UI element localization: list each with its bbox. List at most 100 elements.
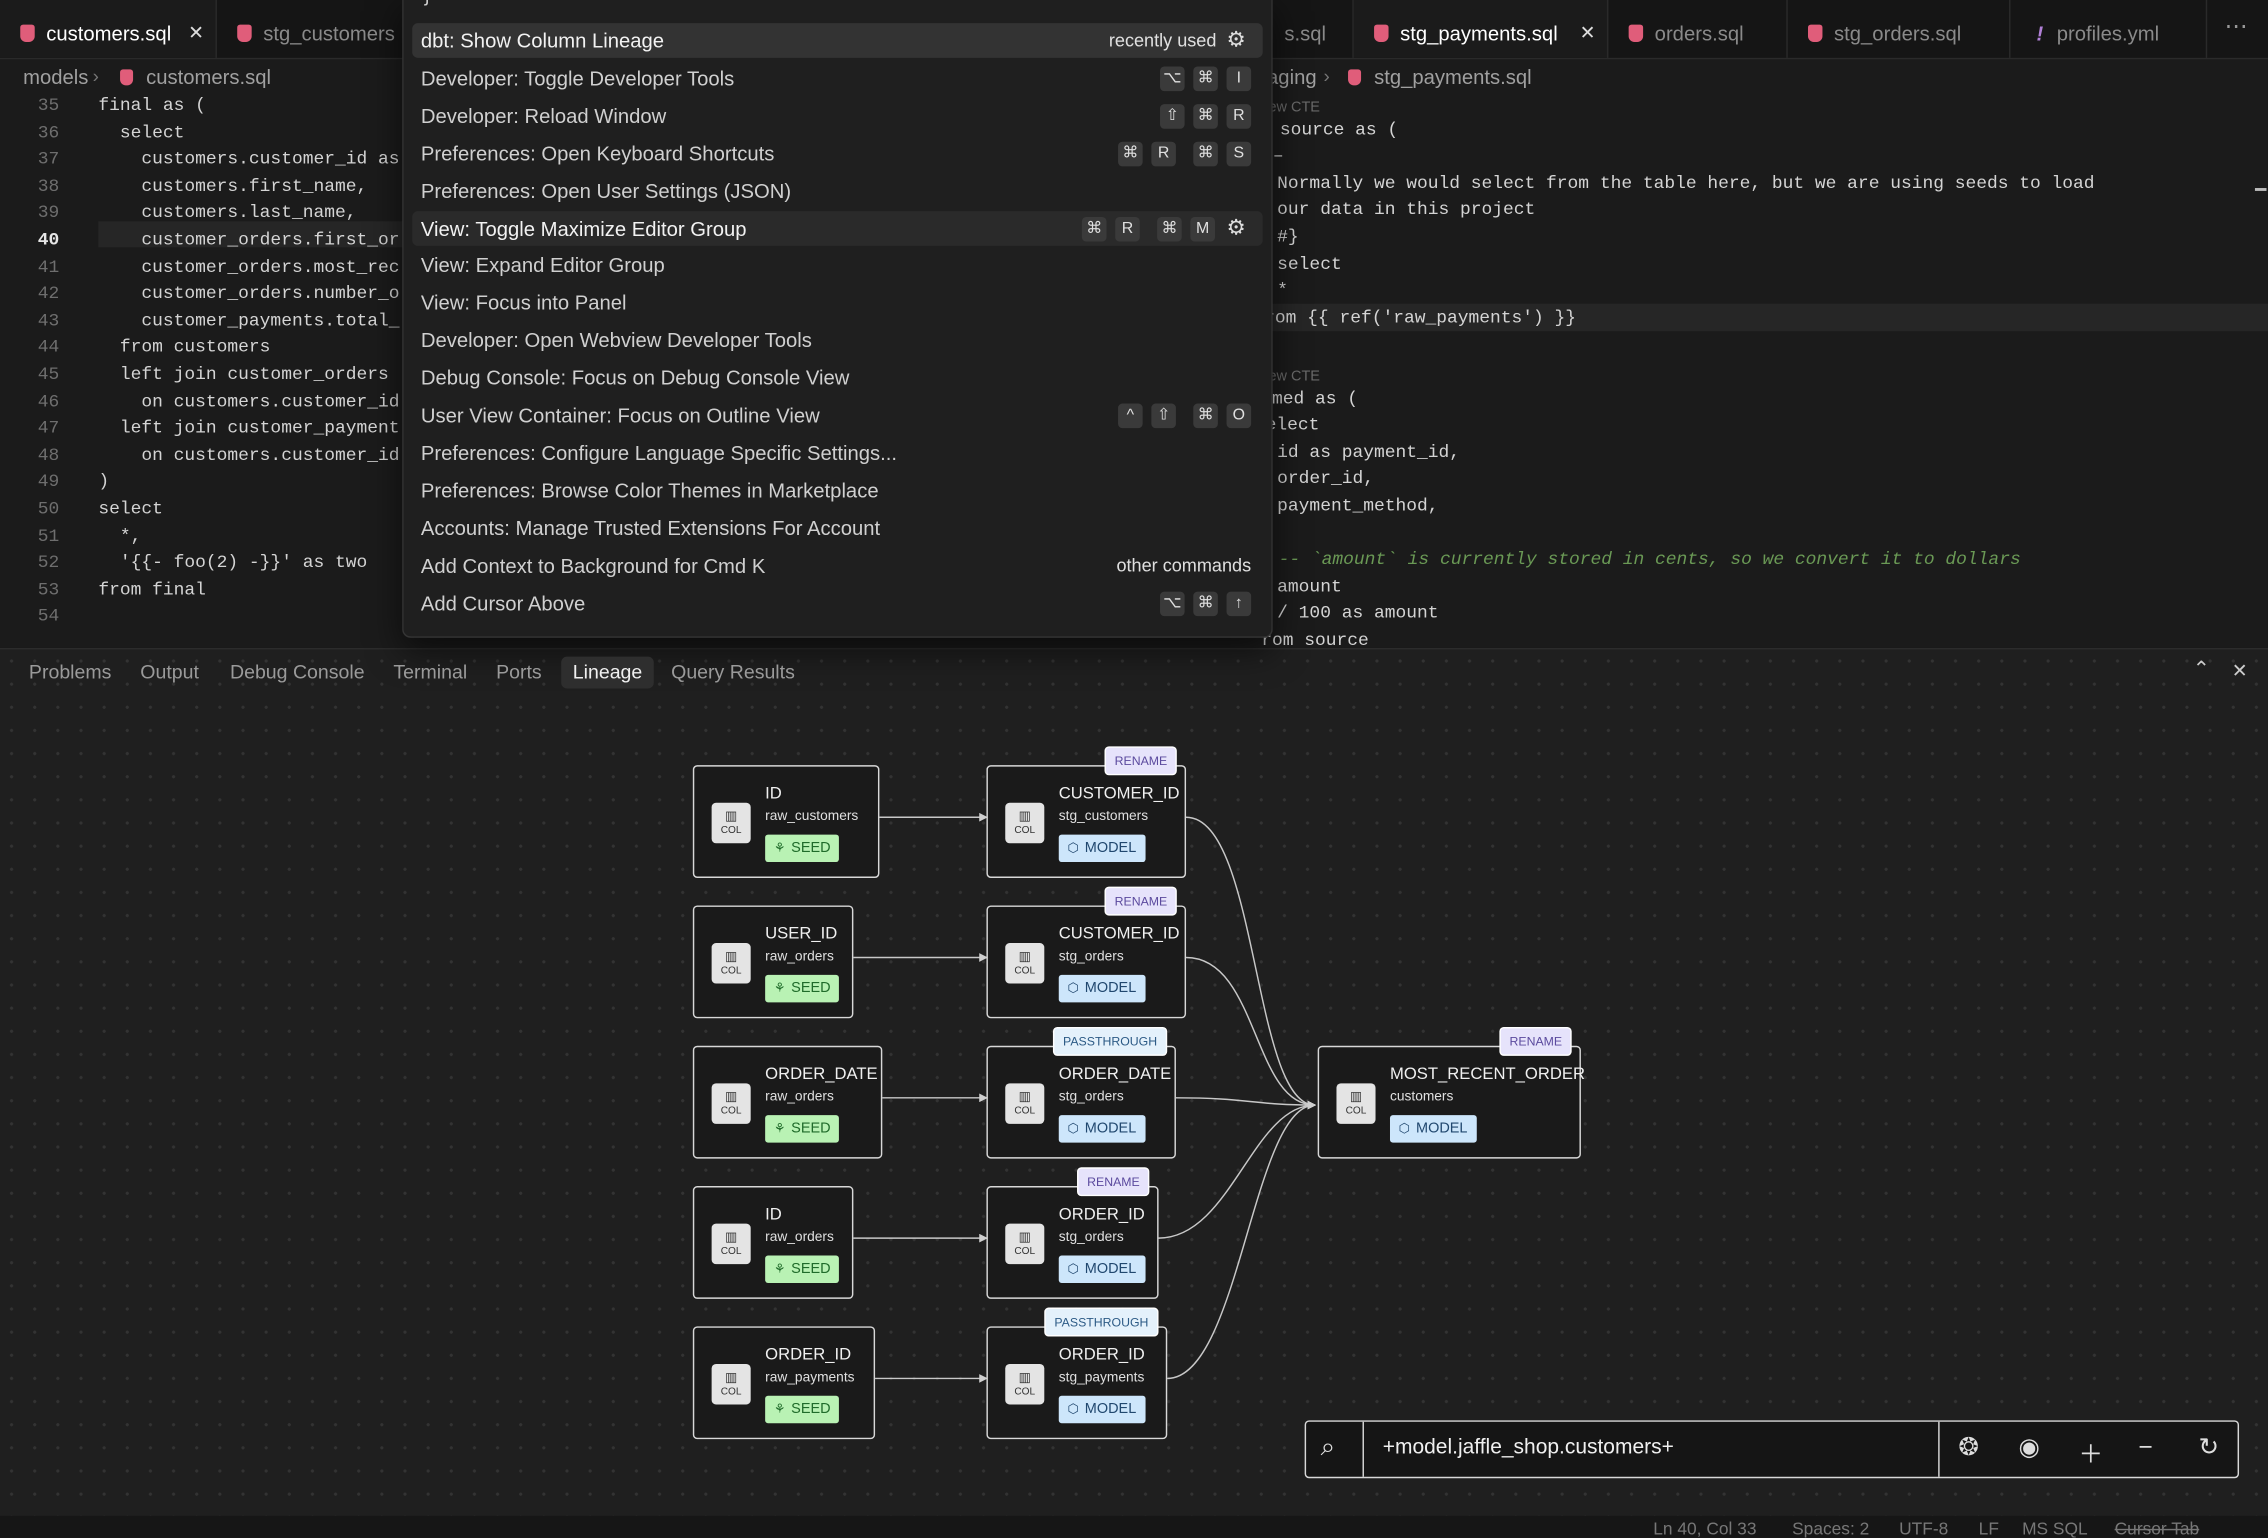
more-tabs[interactable]: ⋯ [2224, 14, 2248, 40]
status-item[interactable]: Spaces: 2 [1792, 1518, 1870, 1538]
lineage-node[interactable]: ▥ COL CUSTOMER_ID stg_orders MODEL ⬡ [986, 905, 1187, 1019]
lineage-node[interactable]: ▥ COL USER_ID raw_orders SEED ⚘ [692, 905, 854, 1019]
refresh[interactable]: ↻ [2198, 1433, 2220, 1461]
command-item[interactable]: dbt: Show Column Lineage ⚙ recently used [412, 23, 1263, 58]
settings-gear[interactable]: ⚙ [1226, 27, 1247, 53]
search-input[interactable]: +model.jaffle_shop.customers+ [1382, 1436, 1674, 1460]
code-line: -- `amount` is currently stored in cents… [1278, 549, 2021, 571]
line-number: 37 [37, 149, 60, 170]
command-item[interactable]: User View Container: Focus on Outline Vi… [412, 398, 1262, 433]
kind-icon: ⬡ [1398, 1120, 1411, 1136]
breadcrumb: stg_payments.sql [1374, 65, 1532, 89]
lineage-node[interactable]: ▥ COL ORDER_ID raw_payments SEED ⚘ [692, 1326, 876, 1440]
editor-tab[interactable]: stg_payments.sql ✕ [1353, 0, 1609, 58]
file-icon [20, 24, 35, 42]
icon-label: COL [720, 1106, 742, 1117]
code-line: Normally we would select from the table … [1277, 173, 2095, 194]
panel-close[interactable]: ✕ [2231, 659, 2248, 682]
panel-tab[interactable]: Terminal [393, 661, 468, 683]
editor-tab[interactable]: stg_orders.sql [1788, 0, 2011, 58]
command-item[interactable]: Developer: Reload Window R ⌘ ⇧ [412, 98, 1262, 133]
line-number: 39 [37, 203, 60, 224]
status-item[interactable]: Cursor Tab [2114, 1518, 2200, 1538]
kind-icon: ⚘ [773, 1120, 786, 1136]
status-item[interactable]: Ln 40, Col 33 [1653, 1518, 1757, 1538]
lineage-node[interactable]: ▥ COL ID raw_orders SEED ⚘ [692, 1186, 854, 1299]
command-item[interactable]: Accounts: Manage Trusted Extensions For … [412, 510, 1262, 545]
zoom-in[interactable]: ＋ [2078, 1440, 2104, 1469]
panel-tab[interactable]: Problems [28, 661, 112, 683]
line-number: 45 [37, 364, 60, 385]
command-item[interactable]: View: Expand Editor Group [412, 248, 1262, 283]
command-item[interactable]: View: Toggle Maximize Editor Group ⚙ M ⌘ R ⌘ [412, 210, 1263, 246]
model-name: raw_payments [765, 1369, 855, 1386]
code-line: amount [1277, 576, 1342, 598]
command-label: View: Toggle Maximize Editor Group [420, 216, 747, 240]
command-hint: other commands [1116, 554, 1252, 576]
command-label: Developer: Reload Window [420, 103, 667, 127]
command-label: View: Expand Editor Group [420, 253, 665, 277]
lineage-node[interactable]: ▥ COL CUSTOMER_ID stg_customers MODEL ⬡ [986, 765, 1187, 878]
kind-badge: MODEL ⬡ [1058, 974, 1145, 1003]
filter-button[interactable]: ❂ [1958, 1433, 1980, 1461]
code-line: '{{- foo(2) -}}' as two [98, 552, 368, 574]
command-item[interactable]: Preferences: Open Keyboard Shortcuts S ⌘ R ⌘ [412, 136, 1262, 171]
column-name: USER_ID [765, 925, 838, 944]
lineage-node[interactable]: ▥ COL ORDER_DATE stg_orders MODEL ⬡ [986, 1045, 1176, 1159]
line-number: 36 [37, 122, 60, 143]
editor-tab[interactable]: s.sql [1244, 0, 1354, 58]
status-item[interactable]: MS SQL [2022, 1518, 2088, 1538]
code-line: final as ( [98, 95, 206, 116]
kind-badge: SEED ⚘ [765, 1115, 840, 1143]
command-item[interactable]: Developer: Toggle Developer Tools I ⌘ ⌥ [412, 61, 1262, 96]
panel-tab[interactable]: Debug Console [229, 661, 365, 683]
panel-maximize[interactable]: ⌃ [2192, 656, 2210, 680]
command-item[interactable]: Developer: Open Webview Developer Tools [412, 323, 1262, 358]
zoom-out[interactable]: − [2138, 1433, 2153, 1461]
code-lens: ew CTE [1268, 99, 1320, 116]
command-item[interactable]: Preferences: Configure Language Specific… [412, 435, 1262, 470]
model-name: stg_customers [1058, 808, 1149, 825]
command-item[interactable]: Preferences: Open User Settings (JSON) [412, 173, 1262, 208]
status-item[interactable]: LF [1978, 1518, 1999, 1538]
tab-label: stg_customers [263, 21, 395, 45]
column-icon: ▥ COL [1005, 943, 1045, 984]
kind-icon: ⚘ [773, 840, 786, 855]
code-line: from customers [98, 337, 271, 358]
kind-badge: MODEL ⬡ [1058, 834, 1145, 863]
panel-tab[interactable]: Lineage [561, 656, 654, 689]
panel-tab[interactable]: Output [140, 661, 199, 683]
command-item[interactable]: Debug Console: Focus on Debug Console Vi… [412, 360, 1262, 395]
panel-tab[interactable]: Ports [496, 661, 542, 683]
panel-tab[interactable]: Query Results [671, 661, 795, 683]
search-icon[interactable]: ⌕ [1320, 1431, 1336, 1461]
code-line: customer_orders.number_o [98, 283, 400, 305]
command-label: Preferences: Configure Language Specific… [420, 440, 898, 465]
command-item[interactable]: Add Context to Background for Cmd K other… [412, 548, 1262, 583]
lineage-node[interactable]: ▥ COL ORDER_DATE raw_orders SEED ⚘ [692, 1045, 883, 1159]
view-button[interactable]: ◉ [2018, 1433, 2040, 1461]
lineage-node[interactable]: ▥ COL ID raw_customers SEED ⚘ [692, 765, 880, 878]
settings-gear[interactable]: ⚙ [1226, 214, 1247, 240]
icon-glyph: ▥ [1018, 1229, 1031, 1244]
command-item[interactable]: Add Cursor Above ↑ ⌘ ⌥ [412, 585, 1262, 620]
model-name: stg_payments [1058, 1369, 1145, 1386]
column-name: CUSTOMER_ID [1058, 925, 1180, 944]
code-line: amed as ( [1261, 388, 1359, 409]
editor-tab[interactable]: ! profiles.yml [2010, 0, 2208, 58]
icon-glyph: ▥ [1349, 1089, 1363, 1104]
model-name: raw_orders [765, 1089, 834, 1106]
command-item[interactable]: Preferences: Browse Color Themes in Mark… [412, 473, 1262, 508]
command-item[interactable]: View: Focus into Panel [412, 285, 1262, 320]
lineage-node[interactable]: ▥ COL MOST_RECENT_ORDER customers MODEL ⬡ [1317, 1045, 1585, 1159]
status-item[interactable]: UTF-8 [1899, 1518, 1949, 1538]
key-cap: ⌘ [1193, 590, 1218, 616]
kind-icon: ⬡ [1067, 1261, 1079, 1276]
lineage-node[interactable]: ▥ COL ORDER_ID stg_orders MODEL ⬡ [986, 1186, 1159, 1299]
lineage-node[interactable]: ▥ COL ORDER_ID stg_payments MODEL ⬡ [986, 1326, 1168, 1440]
editor-tab[interactable]: orders.sql [1608, 0, 1788, 58]
editor-tab[interactable]: customers.sql ✕ [0, 0, 217, 58]
icon-glyph: ▥ [724, 1369, 738, 1385]
editor-tab[interactable]: stg_customers [217, 0, 405, 58]
kind-icon: ⚘ [773, 1261, 786, 1276]
